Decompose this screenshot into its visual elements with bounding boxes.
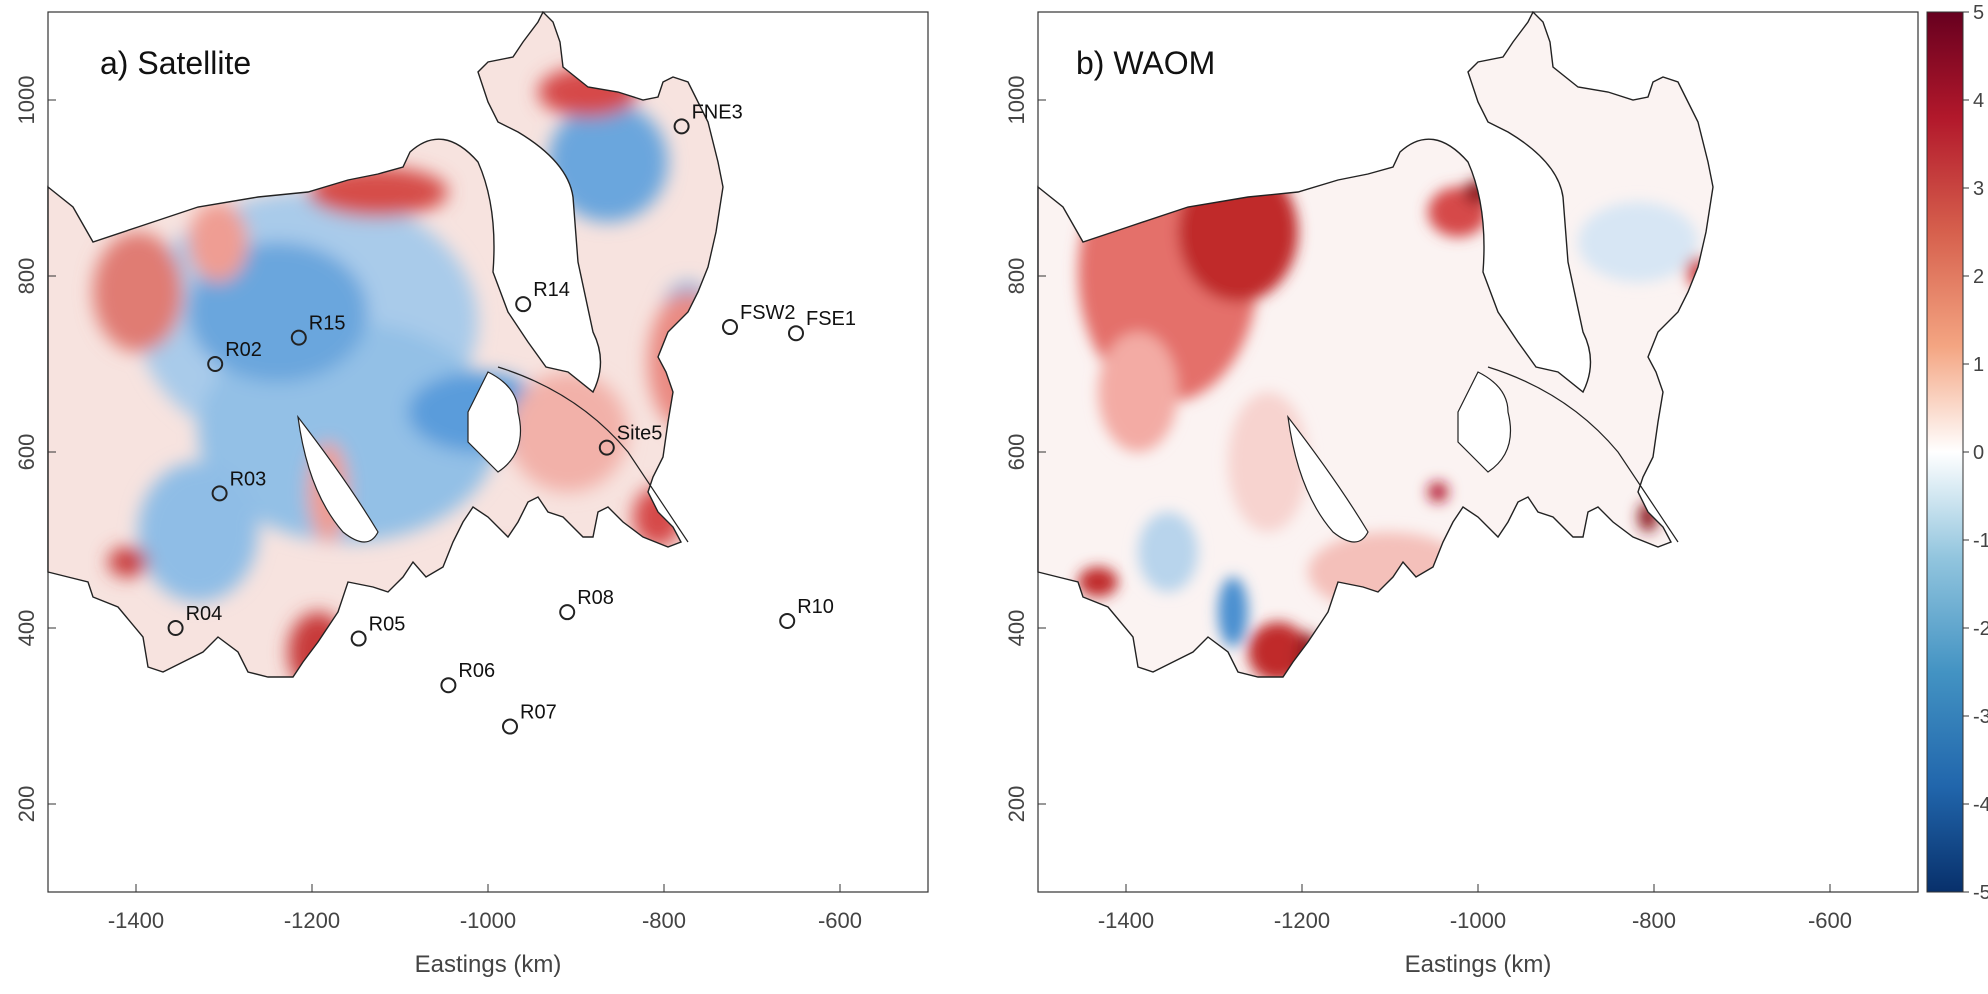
site-label: R10 [797,596,834,618]
y-axis: 200 400 600 800 1000 [14,76,56,823]
site-label: FSE1 [806,308,856,330]
ice-rise-2 [297,414,379,543]
site-label: R03 [230,468,267,490]
ice-rise [1457,371,1512,473]
colorbar-tick-label: 2 [1973,266,1984,288]
x-tick-label: -800 [1632,908,1676,933]
colorbar-tick-label: 3 [1973,178,1984,200]
panel-title: a) Satellite [100,45,251,81]
site-markers: FNE3 R14 FSW2 FSE1 R15 R02 Site5 R03 R08 R10 R04 R0… [167,101,856,735]
x-tick-label: -1000 [1450,908,1506,933]
x-axis: -1400 -1200 -1000 -800 -600 [1098,884,1852,933]
site-marker [673,118,690,135]
x-tick-label: -1200 [1274,908,1330,933]
colorbar-tick-label: 4 [1973,90,1984,112]
site-label: FSW2 [740,302,796,324]
site-label: Site5 [617,423,663,445]
colorbar-tick-label: 1 [1973,354,1984,376]
site-marker [779,612,796,629]
site-marker [440,677,457,694]
x-tick-label: -1000 [460,908,516,933]
site-label: R06 [458,660,495,682]
x-tick-label: -1400 [108,908,164,933]
colorbar-tick-label: -2 [1973,618,1988,640]
colorbar-ticks: 5 4 3 2 1 0 -1 -2 -3 -4 -5 [1963,2,1988,904]
colorbar-tick-label: -4 [1973,794,1988,816]
site-label: R15 [309,313,346,335]
panel-waom: b) WAOM -1400 -1200 -1000 -800 -600 200 400 60… [1004,11,1919,978]
x-tick-label: -600 [818,908,862,933]
colorbar: 5 4 3 2 1 0 -1 -2 -3 -4 -5 [1926,2,1988,904]
ice-rise-2 [1287,414,1369,543]
site-marker [167,620,184,636]
colorbar-ramp [1926,11,1964,893]
site-label: R08 [577,587,614,609]
y-tick-label: 200 [1004,786,1029,823]
grounding-line [497,366,689,543]
x-axis-label: Eastings (km) [1405,951,1552,978]
colorbar-tick-label: -3 [1973,706,1988,728]
site-marker [722,319,738,336]
colorbar-tick-label: 5 [1973,2,1984,24]
x-axis-label: Eastings (km) [415,951,562,978]
x-tick-label: -800 [642,908,686,933]
y-tick-label: 400 [14,610,39,647]
grounding-line [1487,366,1679,543]
x-axis: -1400 -1200 -1000 -800 -600 [108,884,862,933]
x-tick-label: -1400 [1098,908,1154,933]
y-tick-label: 200 [14,786,39,823]
site-marker [502,718,518,735]
colorbar-tick-label: -5 [1973,882,1988,904]
x-tick-label: -1200 [284,908,340,933]
y-tick-label: 600 [1004,434,1029,471]
site-marker [290,329,307,346]
site-marker [788,325,804,342]
ice-rise [467,371,522,473]
site-label: R02 [225,339,262,361]
site-label: FNE3 [692,101,743,123]
site-label: R04 [186,603,223,625]
site-label: R14 [533,279,570,301]
x-tick-label: -600 [1808,908,1852,933]
site-marker [559,604,576,621]
y-tick-label: 800 [1004,258,1029,295]
y-tick-label: 1000 [14,76,39,125]
y-tick-label: 600 [14,434,39,471]
site-marker [211,485,228,502]
site-label: R05 [369,614,406,636]
y-tick-label: 800 [14,258,39,295]
colorbar-tick-label: 0 [1973,442,1984,464]
site-marker [350,630,367,647]
panel-satellite: FNE3 R14 FSW2 FSE1 R15 R02 Site5 R03 R08 R10 R04 R0… [14,11,929,978]
site-marker [598,439,615,456]
site-marker [207,356,224,372]
site-marker [515,296,532,313]
y-tick-label: 400 [1004,610,1029,647]
site-label: R07 [520,702,557,724]
y-axis: 200 400 600 800 1000 [1004,76,1046,823]
y-tick-label: 1000 [1004,76,1029,125]
panel-title: b) WAOM [1076,45,1215,81]
colorbar-tick-label: -1 [1973,530,1988,552]
